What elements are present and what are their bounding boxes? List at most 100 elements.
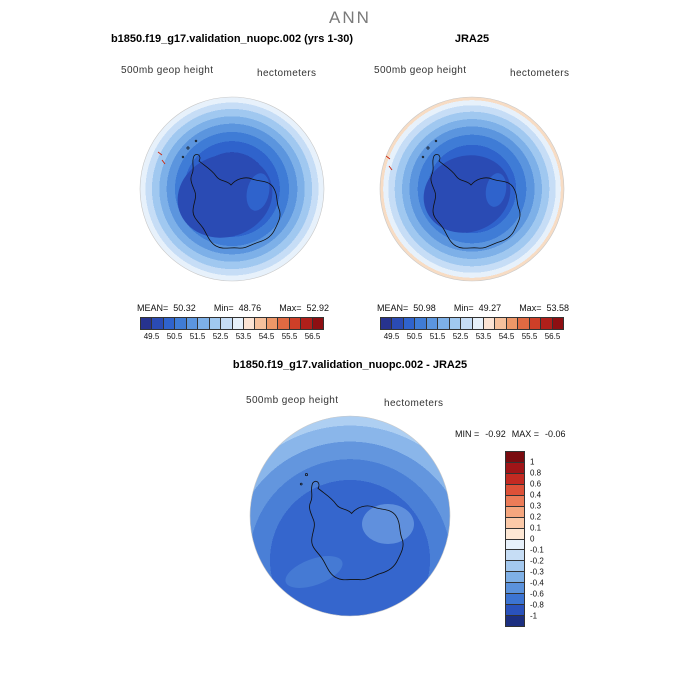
colorbar-cell xyxy=(277,318,289,329)
island-outline xyxy=(421,155,425,159)
colorbar-cell xyxy=(505,318,518,329)
colorbar-tick-label: 54.5 xyxy=(498,332,515,341)
colorbar-cell xyxy=(151,318,163,329)
obs-max-value: 53.58 xyxy=(546,303,569,313)
model-max-label: Max= xyxy=(279,303,302,313)
colorbar-tick-label: 55.5 xyxy=(281,332,298,341)
obs-panel-title: JRA25 xyxy=(454,33,490,45)
colorbar-tick-labels: 1 0.8 0.6 0.4 0.3 0.2 0.1 0 -0.1 -0.2 -0.3 -0.4 -0.6… xyxy=(530,451,556,627)
colorbar-tick-label: 51.5 xyxy=(189,332,206,341)
diff-field-label: 500mb geop height xyxy=(246,395,339,406)
colorbar-cell xyxy=(517,318,529,329)
model-colorbar: 49.5 50.5 51.5 52.5 53.5 54.5 55.5 56.5 xyxy=(140,317,324,341)
colorbar-cell xyxy=(540,318,552,329)
colorbar-cell xyxy=(506,516,524,528)
antarctica-coastline xyxy=(309,480,404,581)
colorbar-tick-label: 0.2 xyxy=(530,512,542,522)
island-outline xyxy=(304,473,308,477)
island-outline xyxy=(194,139,198,143)
colorbar-cell xyxy=(506,538,524,550)
model-mean-label: MEAN= xyxy=(137,303,169,313)
island-outline xyxy=(181,155,185,159)
season-title: ANN xyxy=(329,8,371,27)
diff-colorbar: 1 0.8 0.6 0.4 0.3 0.2 0.1 0 -0.1 -0.2 -0.3 -0.4 -0.6… xyxy=(505,451,544,627)
low-height-contour-region xyxy=(423,155,511,233)
colorbar-cell xyxy=(506,472,524,484)
colorbar-cell xyxy=(162,318,175,329)
colorbar-cell xyxy=(437,318,449,329)
colorbar-cell xyxy=(482,318,495,329)
inner-light-contour xyxy=(485,173,507,207)
colorbar-cell xyxy=(254,318,266,329)
colorbar-cell xyxy=(528,318,541,329)
colorbar-cell xyxy=(506,571,524,583)
colorbar-tick-labels: 49.5 50.5 51.5 52.5 53.5 54.5 55.5 56.5 xyxy=(140,332,324,342)
obs-min-label: Min= xyxy=(453,303,474,313)
colorbar-cell xyxy=(208,318,221,329)
colorbar-tick-label: 56.5 xyxy=(544,332,561,341)
colorbar-tick-label: -1 xyxy=(530,611,538,621)
colorbar-cell xyxy=(551,318,563,329)
colorbar-tick-label: 53.5 xyxy=(475,332,492,341)
colorbar-tick-label: 0.1 xyxy=(530,523,542,533)
colorbar-tick-label: 52.5 xyxy=(212,332,229,341)
obs-polar-map xyxy=(379,96,565,282)
diff-minmax-row: MIN = -0.92 MAX = -0.06 xyxy=(455,429,566,439)
colorbar-cell xyxy=(506,505,524,517)
obs-stats-row: MEAN= 50.98 Min= 49.27 Max= 53.58 xyxy=(377,303,569,313)
diff-min-label: MIN = xyxy=(455,429,480,439)
edge-contour-mark xyxy=(157,151,166,165)
colorbar-tick-label: 0 xyxy=(530,534,535,544)
colorbar-cell xyxy=(506,604,524,616)
model-stats-row: MEAN= 50.32 Min= 48.76 Max= 52.92 xyxy=(137,303,329,313)
model-min-value: 48.76 xyxy=(238,303,262,313)
model-panel-title: b1850.f19_g17.validation_nuopc.002 (yrs … xyxy=(110,33,354,45)
colorbar-tick-label: -0.3 xyxy=(530,567,544,577)
colorbar-cell xyxy=(506,461,524,473)
colorbar-cell xyxy=(300,318,312,329)
colorbar-cell xyxy=(414,318,426,329)
diff-min-value: -0.92 xyxy=(485,429,506,439)
edge-contour-mark xyxy=(385,155,393,171)
colorbar-cell xyxy=(506,527,524,539)
colorbar-cell xyxy=(506,615,524,626)
diff-units-label: hectometers xyxy=(384,398,444,409)
inner-light-contour xyxy=(246,173,270,211)
colorbar-tick-label: 49.5 xyxy=(143,332,160,341)
antarctica-coastline xyxy=(190,153,281,249)
antarctica-coastline xyxy=(430,153,521,249)
model-min-label: Min= xyxy=(213,303,234,313)
colorbar-cell xyxy=(506,483,524,495)
obs-max-label: Max= xyxy=(519,303,542,313)
colorbar-tick-label: -0.2 xyxy=(530,556,544,566)
colorbar-tick-label: 50.5 xyxy=(166,332,183,341)
colorbar-cell xyxy=(185,318,198,329)
colorbar-tick-label: 55.5 xyxy=(521,332,538,341)
colorbar-cell xyxy=(402,318,415,329)
diff-polar-map xyxy=(249,415,451,617)
colorbar-tick-label: -0.4 xyxy=(530,578,544,588)
colorbar-tick-label: 0.6 xyxy=(530,479,542,489)
model-units-label: hectometers xyxy=(257,68,317,79)
colorbar-tick-label: 49.5 xyxy=(383,332,400,341)
colorbar-cell xyxy=(391,318,403,329)
colorbar-tick-label: 54.5 xyxy=(258,332,275,341)
island-outline xyxy=(426,146,430,150)
colorbar-cell xyxy=(231,318,243,329)
colorbar-cell xyxy=(506,593,524,605)
obs-mean-value: 50.98 xyxy=(413,303,436,313)
diff-max-value: -0.06 xyxy=(545,429,566,439)
colorbar-cell xyxy=(197,318,209,329)
island-outline xyxy=(186,146,190,150)
colorbar-tick-label: 52.5 xyxy=(452,332,469,341)
colorbar-cell xyxy=(220,318,232,329)
model-field-label: 500mb geop height xyxy=(121,65,214,76)
obs-field-label: 500mb geop height xyxy=(374,65,467,76)
colorbar-cell xyxy=(494,318,506,329)
colorbar-cell xyxy=(506,582,524,594)
colorbar-cell xyxy=(425,318,438,329)
colorbar-tick-label: 0.3 xyxy=(530,501,542,511)
colorbar-cell xyxy=(506,494,524,506)
colorbar-tick-label: 51.5 xyxy=(429,332,446,341)
